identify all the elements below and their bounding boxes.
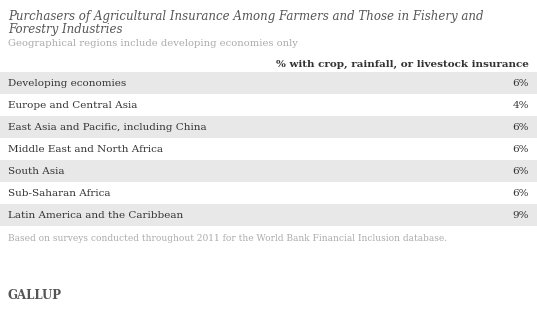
Text: 6%: 6%	[512, 79, 529, 87]
Bar	[0, 182, 537, 204]
Text: Europe and Central Asia: Europe and Central Asia	[8, 100, 137, 110]
Text: East Asia and Pacific, including China: East Asia and Pacific, including China	[8, 123, 207, 131]
Bar	[0, 116, 537, 138]
Bar	[0, 160, 537, 182]
Text: 6%: 6%	[512, 188, 529, 197]
Text: Purchasers of Agricultural Insurance Among Farmers and Those in Fishery and: Purchasers of Agricultural Insurance Amo…	[8, 10, 483, 23]
Bar	[0, 72, 537, 94]
Text: Forestry Industries: Forestry Industries	[8, 23, 122, 36]
Text: Latin America and the Caribbean: Latin America and the Caribbean	[8, 211, 183, 220]
Text: % with crop, rainfall, or livestock insurance: % with crop, rainfall, or livestock insu…	[276, 60, 529, 69]
Text: Developing economies: Developing economies	[8, 79, 126, 87]
Bar	[0, 204, 537, 226]
Text: Based on surveys conducted throughout 2011 for the World Bank Financial Inclusio: Based on surveys conducted throughout 20…	[8, 234, 447, 243]
Text: Middle East and North Africa: Middle East and North Africa	[8, 144, 163, 154]
Bar	[0, 138, 537, 160]
Text: Geographical regions include developing economies only: Geographical regions include developing …	[8, 39, 298, 48]
Text: GALLUP: GALLUP	[8, 289, 62, 302]
Text: 6%: 6%	[512, 167, 529, 175]
Bar	[0, 94, 537, 116]
Text: 6%: 6%	[512, 144, 529, 154]
Text: South Asia: South Asia	[8, 167, 64, 175]
Text: 9%: 9%	[512, 211, 529, 220]
Text: Sub-Saharan Africa: Sub-Saharan Africa	[8, 188, 111, 197]
Text: 6%: 6%	[512, 123, 529, 131]
Text: 4%: 4%	[512, 100, 529, 110]
